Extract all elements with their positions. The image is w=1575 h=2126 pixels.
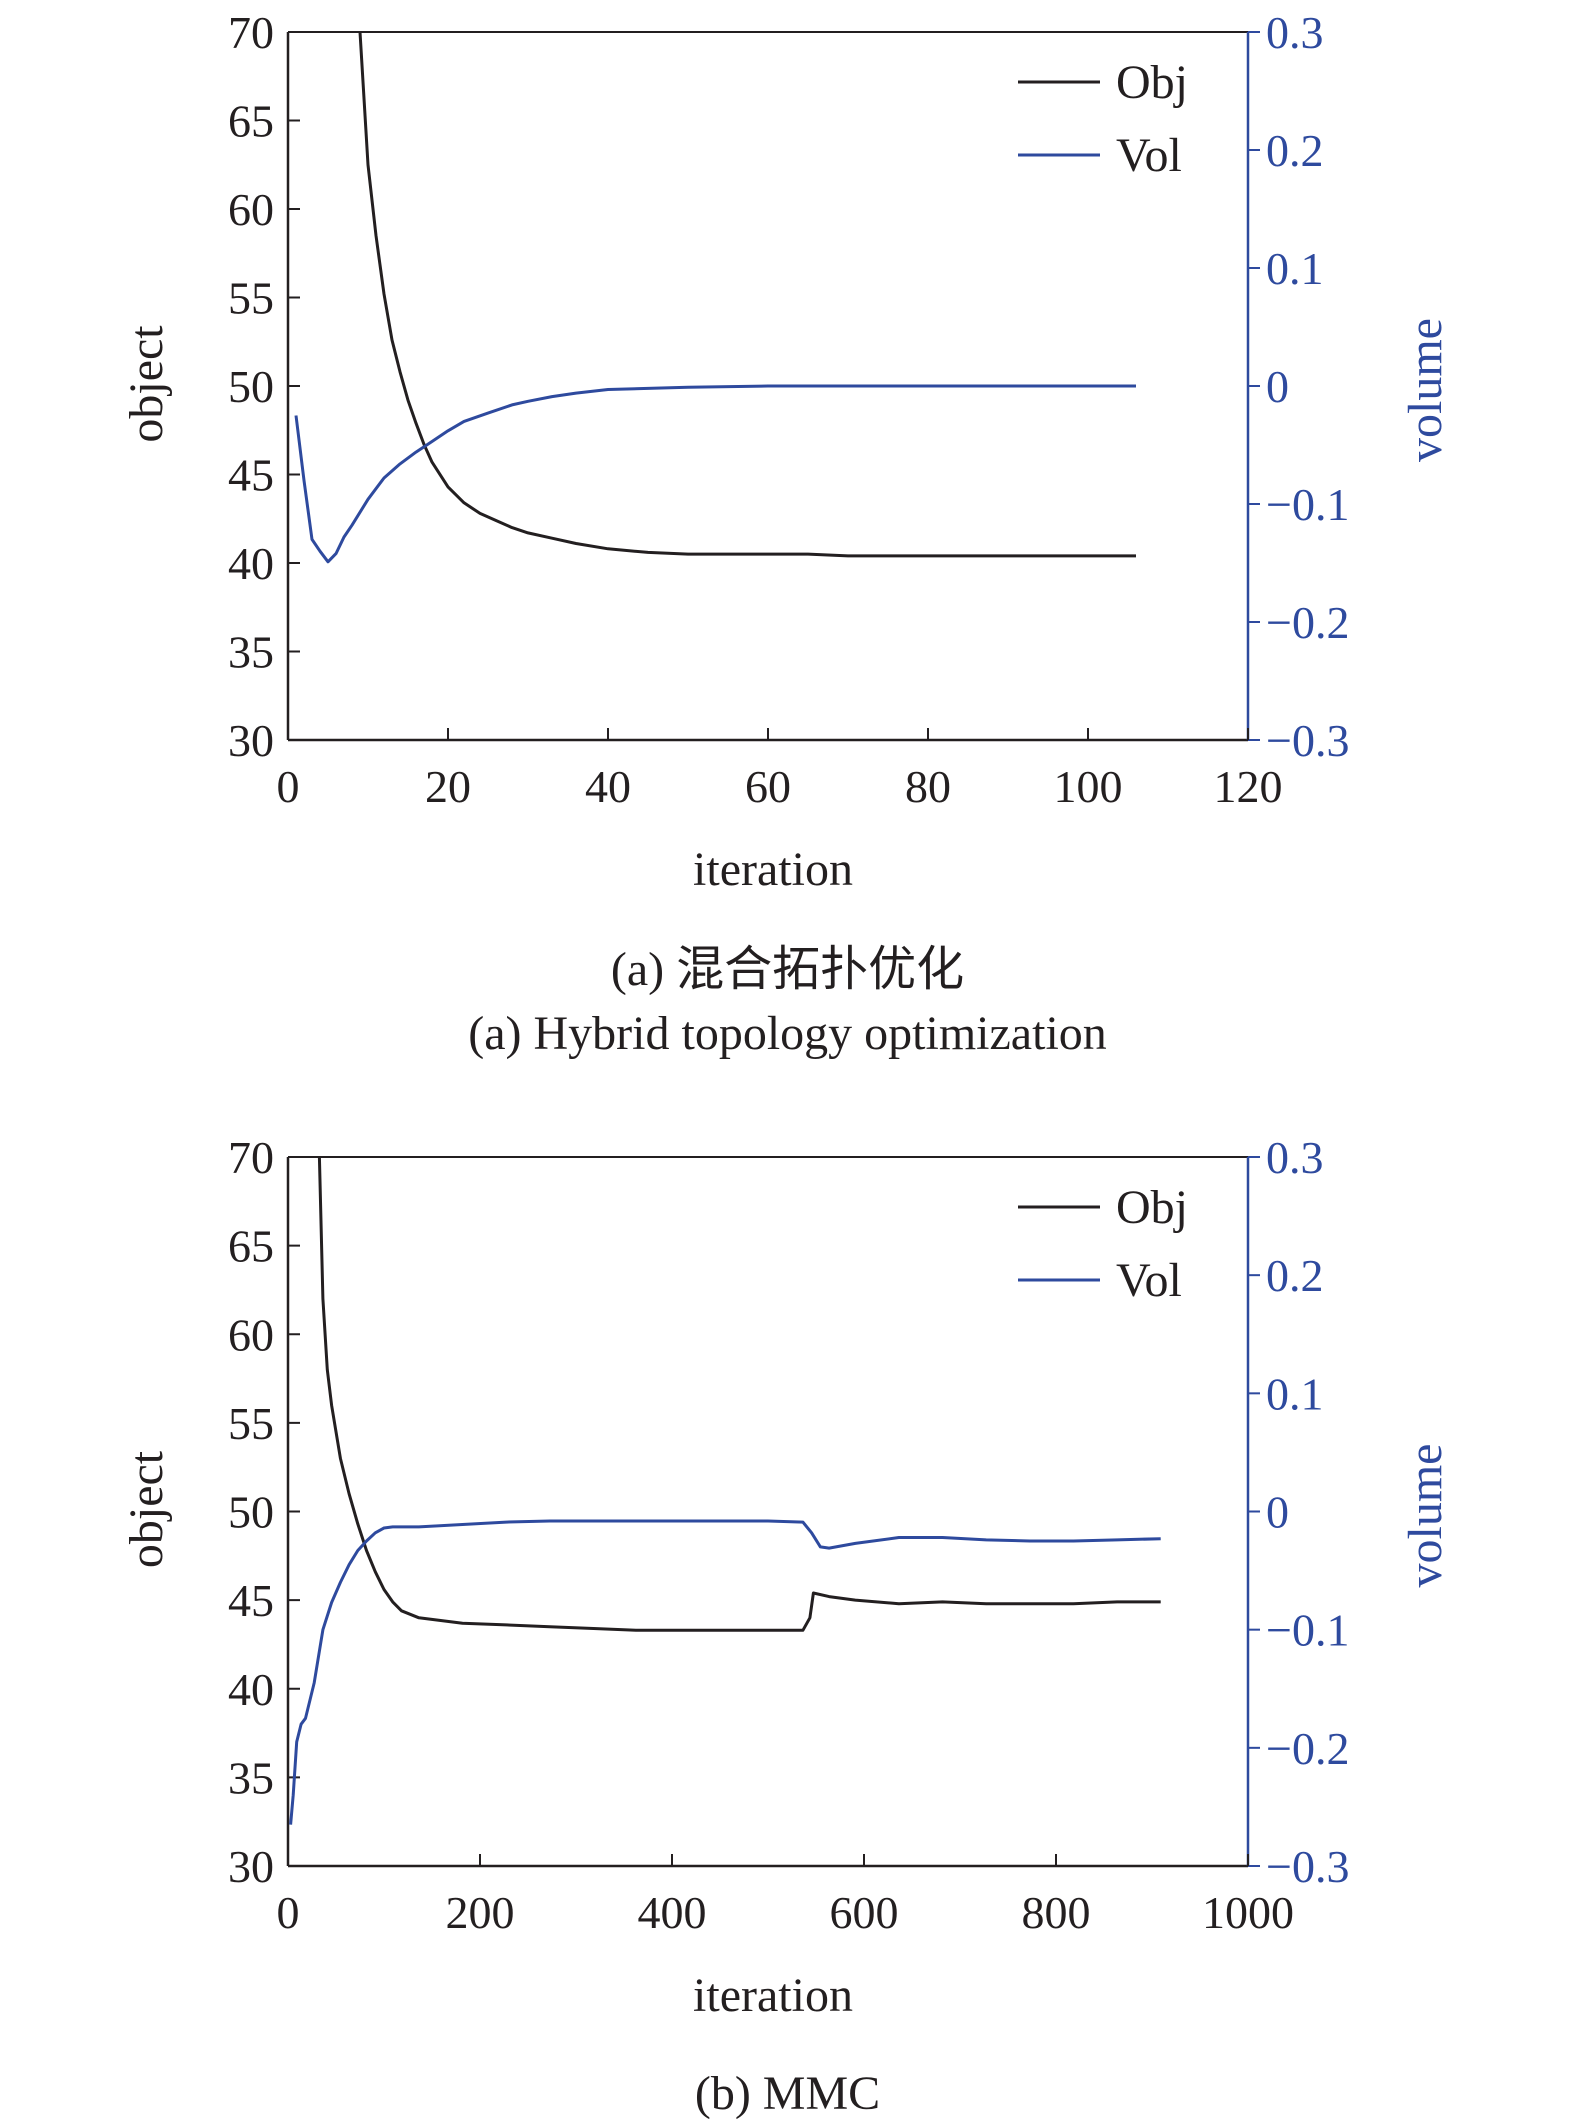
- series-line-obj: [317, 1157, 1161, 1632]
- y-tick-label: 35: [228, 627, 274, 678]
- y-tick-label: 50: [228, 361, 274, 412]
- y-tick-label: 30: [228, 1841, 274, 1892]
- y2-tick-label: −0.1: [1266, 1605, 1349, 1656]
- x-tick-label: 400: [638, 1887, 707, 1938]
- caption-b: (b) MMC: [694, 2067, 881, 2120]
- legend-label-vol: Vol: [1116, 129, 1182, 182]
- x-tick-label: 0: [277, 1887, 300, 1938]
- legend-label-obj: Obj: [1116, 56, 1188, 109]
- y-tick-label: 60: [228, 1309, 274, 1360]
- x-axis-label: iteration: [693, 1969, 853, 2022]
- y-tick-label: 50: [228, 1487, 274, 1538]
- x-tick-label: 200: [446, 1887, 515, 1938]
- x-tick-label: 100: [1054, 761, 1123, 812]
- y2-tick-label: −0.2: [1266, 597, 1349, 648]
- x-tick-label: 800: [1022, 1887, 1091, 1938]
- y2-tick-label: 0: [1266, 361, 1289, 412]
- series-line-obj: [358, 32, 1136, 558]
- y-tick-label: 40: [228, 538, 274, 589]
- y-tick-label: 30: [228, 715, 274, 766]
- y2-tick-label: 0.3: [1266, 7, 1324, 58]
- y2-tick-label: −0.3: [1266, 1841, 1349, 1892]
- y-tick-label: 55: [228, 1398, 274, 1449]
- x-tick-label: 600: [830, 1887, 899, 1938]
- series-line-vol: [289, 1519, 1161, 1825]
- y-tick-label: 65: [228, 1221, 274, 1272]
- y2-tick-label: 0.2: [1266, 125, 1324, 176]
- caption-a-chinese: (a) 混合拓扑优化: [610, 943, 965, 996]
- y-tick-label: 70: [228, 1132, 274, 1183]
- x-axis-label: iteration: [693, 843, 853, 896]
- y2-tick-label: −0.1: [1266, 479, 1349, 530]
- y-tick-label: 55: [228, 273, 274, 324]
- chart-a: 30 35 40 45 50 55 60 65 70 −0.3 −0.2 −0.1 0 0.1 0.2 0.3…: [120, 7, 1452, 896]
- y-tick-label: 45: [228, 1575, 274, 1626]
- y2-axis-label: volume: [1399, 318, 1452, 462]
- y-tick-label: 60: [228, 184, 274, 235]
- x-tick-label: 120: [1214, 761, 1283, 812]
- y2-tick-label: −0.2: [1266, 1723, 1349, 1774]
- y-tick-label: 35: [228, 1752, 274, 1803]
- x-tick-label: 1000: [1202, 1887, 1294, 1938]
- y2-tick-label: 0: [1266, 1487, 1289, 1538]
- y2-tick-label: 0.1: [1266, 1368, 1324, 1419]
- y-axis-label: object: [120, 1450, 173, 1568]
- caption-a-english: (a) Hybrid topology optimization: [468, 1007, 1107, 1060]
- x-tick-label: 80: [905, 761, 951, 812]
- chart-b: 30 35 40 45 50 55 60 65 70 −0.3 −0.2 −0.1 0 0.1 0.2 0.3…: [120, 1132, 1452, 2022]
- y2-tick-label: −0.3: [1266, 715, 1349, 766]
- y-axis-label: object: [120, 325, 173, 443]
- legend-label-obj: Obj: [1116, 1181, 1188, 1234]
- y2-tick-label: 0.1: [1266, 243, 1324, 294]
- x-tick-label: 40: [585, 761, 631, 812]
- y-tick-label: 65: [228, 96, 274, 147]
- series-line-vol: [294, 384, 1136, 564]
- y2-tick-label: 0.2: [1266, 1250, 1324, 1301]
- x-tick-label: 0: [277, 761, 300, 812]
- y-tick-label: 70: [228, 7, 274, 58]
- y2-tick-label: 0.3: [1266, 1132, 1324, 1183]
- y-tick-label: 45: [228, 450, 274, 501]
- y-tick-label: 40: [228, 1664, 274, 1715]
- legend-label-vol: Vol: [1116, 1254, 1182, 1307]
- x-tick-label: 60: [745, 761, 791, 812]
- x-tick-label: 20: [425, 761, 471, 812]
- y2-axis-label: volume: [1399, 1444, 1452, 1588]
